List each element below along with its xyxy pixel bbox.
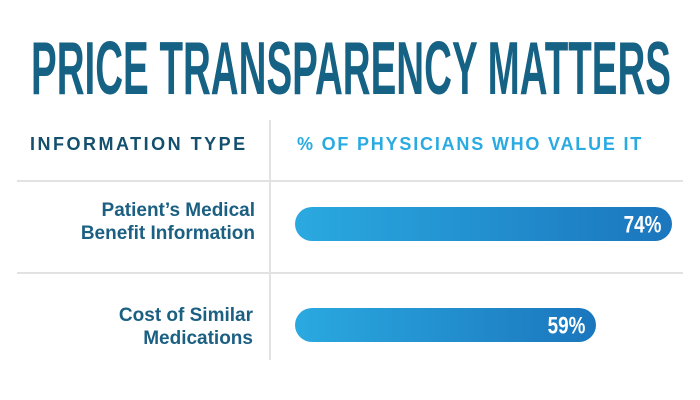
row-label-line: Patient’s Medical (101, 200, 255, 221)
column-divider (269, 120, 271, 360)
bar-value-label: 59% (547, 311, 586, 339)
row-label-line: Cost of Similar (118, 305, 253, 326)
bar-patients-medical-benefit: 74% (295, 207, 672, 241)
bar-value-label: 74% (623, 210, 662, 238)
row-label-patients-medical-benefit: Patient’s Medical Benefit Information (0, 199, 255, 245)
row-divider-top (17, 180, 683, 182)
page-title: PRICE TRANSPARENCY MATTERS (31, 38, 671, 100)
row-label-line: Medications (143, 328, 253, 349)
row-label-cost-similar-medications: Cost of Similar Medications (0, 304, 253, 350)
column-header-information-type: INFORMATION TYPE (30, 134, 248, 154)
page-title-svg: PRICE TRANSPARENCY MATTERS (31, 38, 671, 100)
column-header-percent-value: % OF PHYSICIANS WHO VALUE IT (297, 134, 644, 154)
row-divider-middle (17, 272, 683, 274)
row-label-line: Benefit Information (80, 223, 255, 244)
bar-cost-similar-medications: 59% (295, 308, 596, 342)
